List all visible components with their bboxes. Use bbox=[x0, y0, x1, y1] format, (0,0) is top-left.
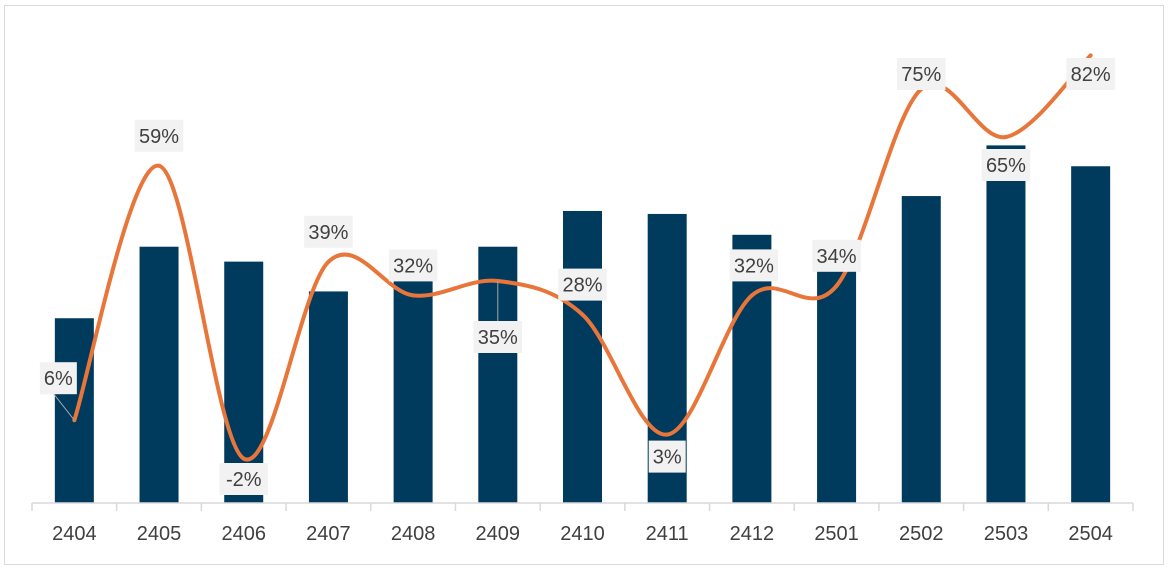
data-label-2412: 32% bbox=[734, 255, 774, 277]
line-point-2504 bbox=[1088, 53, 1093, 58]
x-tick-label: 2504 bbox=[1068, 523, 1113, 545]
bar-2410 bbox=[563, 210, 602, 503]
data-label-box bbox=[981, 149, 1031, 181]
data-label-2409: 35% bbox=[478, 327, 518, 349]
data-label-box bbox=[1066, 58, 1115, 90]
bar-2503 bbox=[986, 145, 1026, 503]
data-label-box bbox=[39, 362, 77, 395]
data-label-box bbox=[473, 321, 523, 353]
data-label-2407: 39% bbox=[308, 222, 348, 244]
x-tick-label: 2406 bbox=[221, 523, 266, 545]
x-tick-label: 2412 bbox=[730, 523, 775, 545]
data-label-box bbox=[219, 463, 268, 495]
data-label-2503: 65% bbox=[986, 155, 1026, 177]
line-point-2503 bbox=[1003, 135, 1008, 139]
bar-2408 bbox=[393, 264, 433, 503]
bar-2504 bbox=[1071, 166, 1111, 503]
x-tick-label: 2409 bbox=[476, 523, 521, 545]
x-tick-label: 2404 bbox=[52, 523, 97, 545]
data-label-box bbox=[134, 119, 184, 152]
data-label-box bbox=[388, 249, 438, 282]
x-tick-label: 2410 bbox=[560, 523, 605, 545]
data-label-2404: 6% bbox=[44, 368, 73, 390]
bar-2406 bbox=[224, 261, 264, 503]
data-label-2501: 34% bbox=[817, 246, 857, 268]
bar-2404 bbox=[54, 318, 94, 503]
data-label-2410: 28% bbox=[562, 275, 602, 297]
data-label-2502: 75% bbox=[901, 64, 941, 86]
x-tick-label: 2405 bbox=[137, 523, 182, 545]
data-label-2408: 32% bbox=[393, 255, 433, 277]
x-tick-label: 2411 bbox=[646, 523, 689, 545]
x-axis: 2404 2405 2406 2407 2408 2409 2410 2411 2412 2501… bbox=[31, 502, 1134, 545]
bar-2502 bbox=[901, 196, 941, 503]
bar-2405 bbox=[139, 246, 179, 503]
x-tick-label: 2501 bbox=[814, 523, 859, 545]
bars-layer bbox=[54, 145, 1111, 504]
bar-2407 bbox=[308, 291, 348, 503]
bar-2501 bbox=[817, 270, 857, 503]
line-point-2501 bbox=[834, 283, 839, 288]
x-tick-label: 2408 bbox=[391, 523, 436, 545]
line-point-2412 bbox=[749, 293, 754, 298]
data-labels-layer: 6% 59% -2% 39% 32% 35% 28% 3% 32% 34% 75% 65% 82% bbox=[39, 58, 1115, 495]
data-label-box bbox=[558, 268, 607, 301]
line-point-2411 bbox=[665, 432, 670, 437]
line-point-2408 bbox=[411, 293, 416, 298]
data-label-2504: 82% bbox=[1071, 64, 1111, 86]
line-point-2405 bbox=[157, 163, 162, 168]
data-label-box bbox=[648, 440, 686, 473]
line-point-2406 bbox=[241, 456, 246, 461]
data-label-2406: -2% bbox=[226, 469, 262, 491]
data-label-box bbox=[897, 58, 946, 90]
data-label-box bbox=[812, 239, 861, 272]
line-point-2410 bbox=[580, 312, 585, 317]
line-point-2407 bbox=[326, 259, 331, 264]
data-label-2405: 59% bbox=[139, 126, 179, 148]
x-tick-label: 2503 bbox=[984, 523, 1029, 545]
leader-line bbox=[51, 391, 75, 421]
x-tick-label: 2502 bbox=[899, 523, 944, 545]
x-tick-label: 2407 bbox=[306, 523, 351, 545]
data-label-box bbox=[304, 215, 353, 248]
data-label-box bbox=[729, 249, 779, 282]
data-label-2411: 3% bbox=[653, 447, 682, 469]
